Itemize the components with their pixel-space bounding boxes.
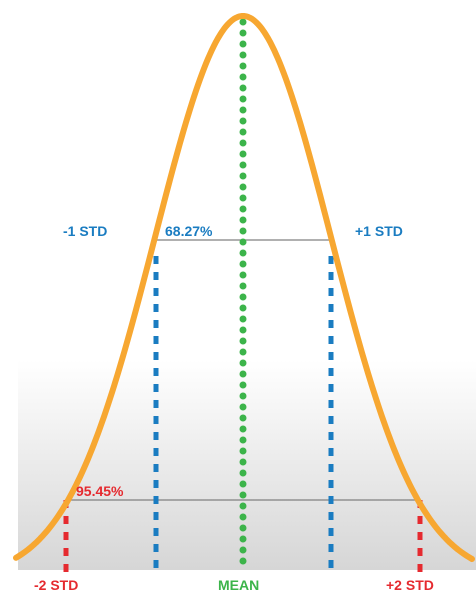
minus-one-std-label: -1 STD — [63, 223, 107, 239]
plus-one-std-label: +1 STD — [355, 223, 403, 239]
bottom-white-band — [0, 570, 476, 595]
minus-two-std-label: -2 STD — [34, 577, 78, 593]
mean-label: MEAN — [218, 577, 259, 593]
two-std-percentage-label: 95.45% — [76, 483, 124, 499]
plus-two-std-label: +2 STD — [386, 577, 434, 593]
bell-curve — [13, 13, 475, 562]
one-std-percentage-label: 68.27% — [165, 223, 213, 239]
